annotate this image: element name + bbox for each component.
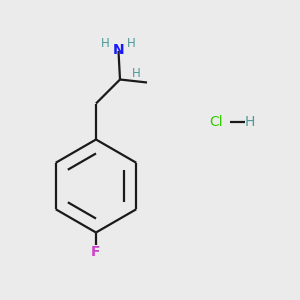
Text: F: F: [91, 245, 101, 259]
Text: H: H: [132, 67, 141, 80]
Text: H: H: [245, 115, 255, 128]
Text: N: N: [113, 43, 124, 56]
Text: H: H: [127, 37, 136, 50]
Text: H: H: [100, 37, 109, 50]
Text: Cl: Cl: [209, 115, 223, 128]
